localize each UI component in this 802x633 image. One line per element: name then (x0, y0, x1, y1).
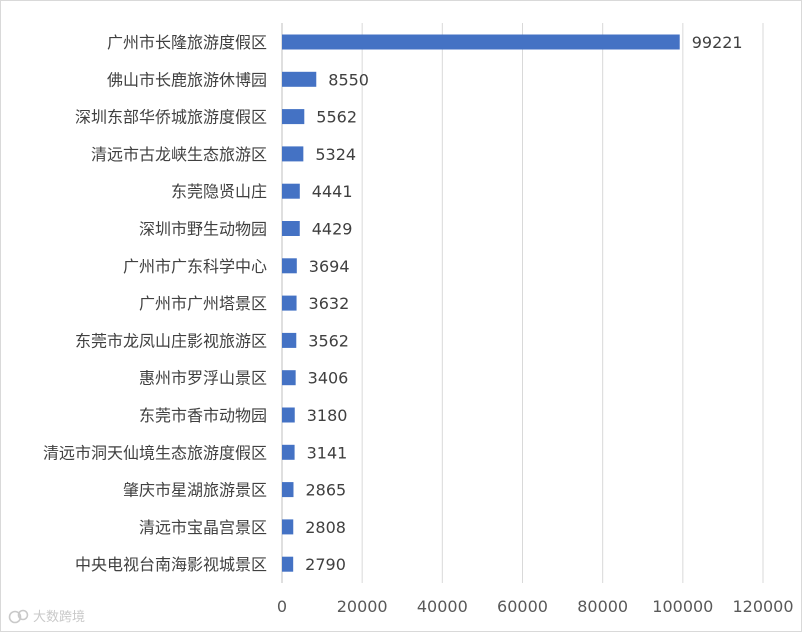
bars (282, 34, 680, 572)
bar (282, 332, 297, 348)
x-tick-label: 0 (277, 597, 287, 616)
category-label: 清远市宝晶宫景区 (139, 518, 267, 537)
data-label: 3632 (309, 294, 350, 313)
category-label: 惠州市罗浮山景区 (139, 369, 267, 388)
bar (282, 519, 294, 535)
bar (282, 146, 304, 162)
data-label: 3180 (307, 406, 348, 425)
data-label: 2808 (305, 518, 346, 537)
x-axis-ticks: 0 20000 40000 60000 80000 100000 120000 (277, 597, 794, 616)
x-tick-label: 80000 (577, 597, 628, 616)
category-label: 东莞市香市动物园 (139, 406, 267, 425)
category-label: 东莞隐贤山庄 (171, 182, 267, 201)
data-label: 2790 (305, 555, 346, 574)
bar (282, 444, 295, 460)
data-label: 3694 (309, 257, 350, 276)
category-label: 肇庆市星湖旅游景区 (123, 481, 267, 500)
category-label: 清远市洞天仙境生态旅游度假区 (43, 443, 267, 462)
category-label: 清远市古龙峡生态旅游区 (91, 145, 267, 164)
bar (282, 556, 294, 572)
bar (282, 258, 297, 274)
watermark: 大数跨境 (8, 606, 85, 625)
data-label: 5562 (316, 108, 357, 127)
category-labels: 广州市长隆旅游度假区佛山市长鹿旅游休博园深圳东部华侨城旅游度假区清远市古龙峡生态… (43, 33, 267, 574)
brand-logo-icon (8, 609, 29, 623)
data-label: 3406 (308, 369, 349, 388)
data-label: 5324 (315, 145, 356, 164)
data-label: 3141 (307, 443, 348, 462)
bar (282, 221, 300, 236)
x-tick-label: 20000 (337, 597, 388, 616)
data-label: 4441 (312, 182, 353, 201)
category-label: 深圳东部华侨城旅游度假区 (75, 108, 267, 127)
category-label: 中央电视台南海影视城景区 (75, 555, 267, 574)
category-label: 佛山市长鹿旅游休博园 (107, 70, 267, 89)
data-label: 2865 (305, 481, 346, 500)
data-labels: 99221 8550 5562 5324 4441 4429 3694 3632 3562 340… (305, 33, 742, 574)
data-label: 8550 (328, 70, 369, 89)
category-label: 深圳市野生动物园 (139, 220, 267, 239)
data-label: 3562 (308, 331, 349, 350)
bar (282, 482, 294, 498)
bar (282, 109, 305, 125)
category-label: 广州市广州塔景区 (139, 294, 267, 313)
category-label: 广州市广东科学中心 (123, 257, 267, 276)
bar (282, 295, 297, 311)
x-tick-label: 100000 (652, 597, 713, 616)
x-tick-label: 40000 (417, 597, 468, 616)
bar (282, 34, 680, 50)
bar (282, 71, 317, 87)
bar (282, 370, 296, 386)
bar (282, 407, 295, 423)
x-tick-label: 120000 (732, 597, 793, 616)
category-label: 东莞市龙凤山庄影视旅游区 (75, 331, 267, 350)
gridlines (281, 23, 764, 583)
category-label: 广州市长隆旅游度假区 (107, 33, 267, 52)
bar (282, 183, 300, 199)
watermark-text: 大数跨境 (33, 610, 86, 625)
data-label: 4429 (312, 220, 353, 239)
x-tick-label: 60000 (497, 597, 548, 616)
data-label: 99221 (692, 33, 743, 52)
